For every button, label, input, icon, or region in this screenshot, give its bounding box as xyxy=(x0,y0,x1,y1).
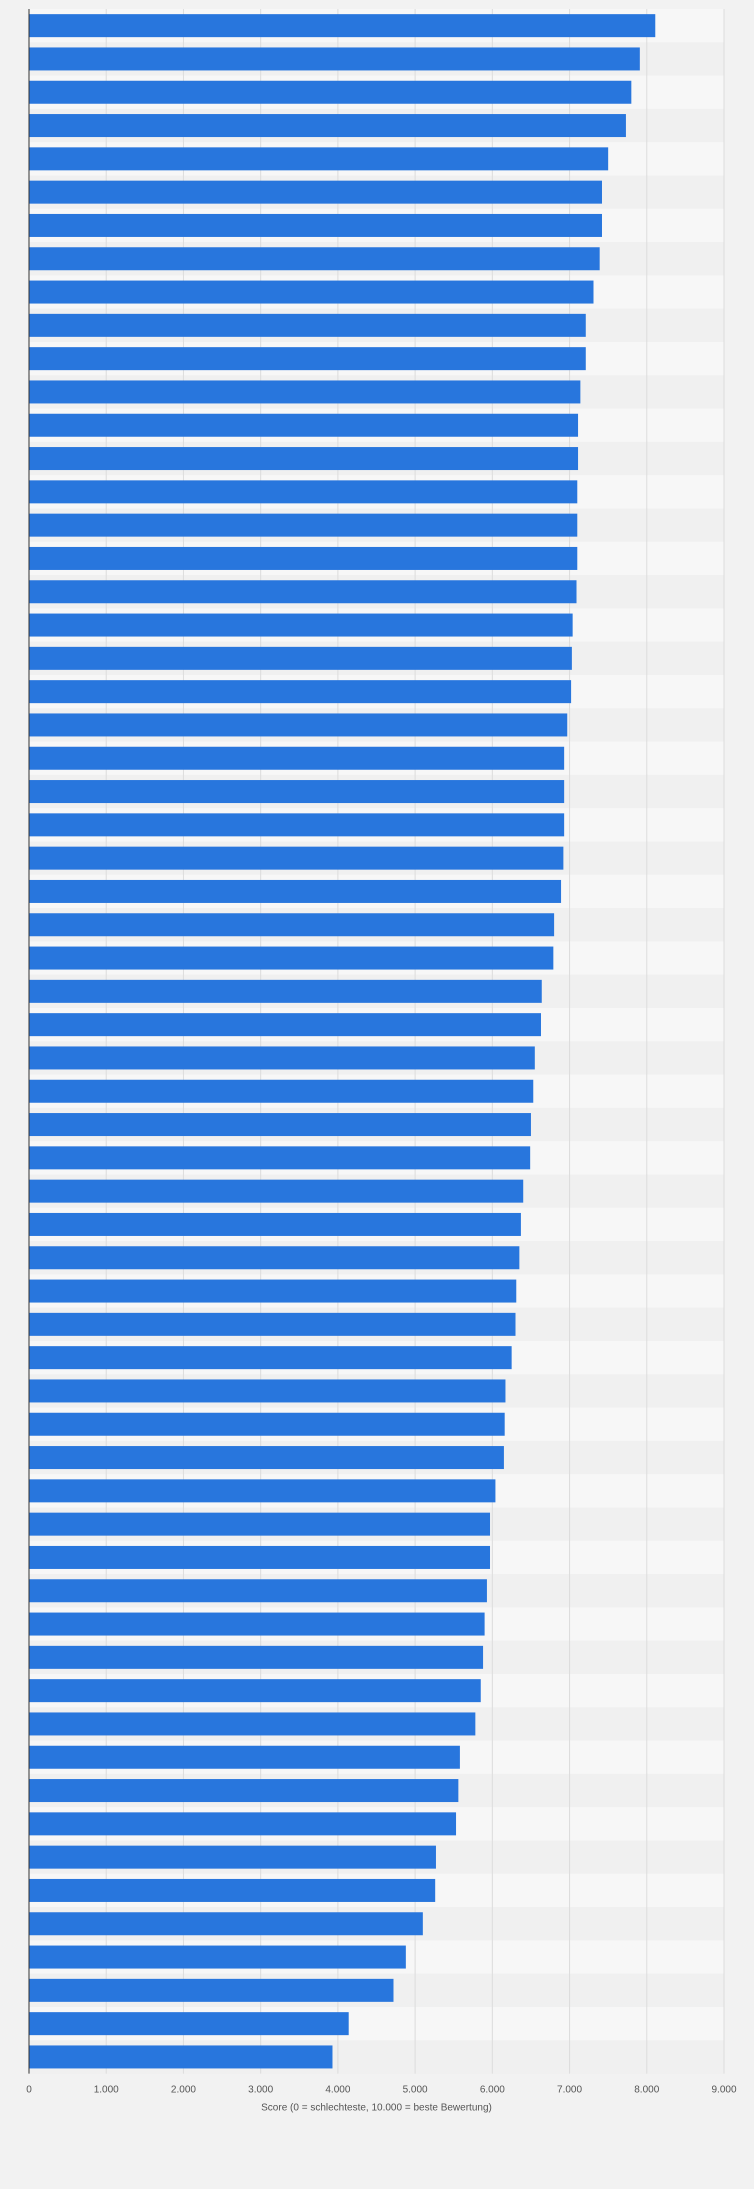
x-tick-label: 8.000 xyxy=(634,2085,659,2096)
bar[interactable] xyxy=(29,47,640,71)
bars xyxy=(29,14,656,2069)
bar[interactable] xyxy=(29,480,578,504)
bar[interactable] xyxy=(29,1745,460,1769)
bar[interactable] xyxy=(29,1412,505,1436)
bar[interactable] xyxy=(29,1379,506,1403)
bar[interactable] xyxy=(29,2012,349,2036)
bar[interactable] xyxy=(29,1512,491,1536)
bar[interactable] xyxy=(29,1279,517,1303)
bar[interactable] xyxy=(29,879,562,903)
bar[interactable] xyxy=(29,580,577,604)
bar[interactable] xyxy=(29,347,586,371)
bar[interactable] xyxy=(29,80,632,104)
x-axis-title: Score (0 = schlechteste, 10.000 = beste … xyxy=(261,2103,492,2114)
bar[interactable] xyxy=(29,213,602,237)
bar[interactable] xyxy=(29,1712,476,1736)
bar[interactable] xyxy=(29,1545,491,1569)
bar[interactable] xyxy=(29,1679,481,1703)
bar[interactable] xyxy=(29,1079,534,1103)
bar[interactable] xyxy=(29,1246,520,1270)
bar[interactable] xyxy=(29,1579,487,1603)
x-tick-label: 1.000 xyxy=(94,2085,119,2096)
bar[interactable] xyxy=(29,1179,524,1203)
bar[interactable] xyxy=(29,746,565,770)
bar[interactable] xyxy=(29,846,564,870)
bar[interactable] xyxy=(29,1878,436,1902)
bar[interactable] xyxy=(29,114,626,138)
bar[interactable] xyxy=(29,180,602,204)
bar[interactable] xyxy=(29,1479,496,1503)
x-tick-label: 2.000 xyxy=(171,2085,196,2096)
bar[interactable] xyxy=(29,1013,541,1037)
bar[interactable] xyxy=(29,380,581,404)
bar[interactable] xyxy=(29,513,578,537)
x-tick-label: 5.000 xyxy=(403,2085,428,2096)
bar[interactable] xyxy=(29,946,554,970)
bar[interactable] xyxy=(29,1978,394,2002)
bar[interactable] xyxy=(29,1113,531,1137)
bar[interactable] xyxy=(29,147,609,171)
x-tick-label: 6.000 xyxy=(480,2085,505,2096)
x-tick-label: 0 xyxy=(26,2085,32,2096)
bar[interactable] xyxy=(29,2045,333,2069)
bar[interactable] xyxy=(29,613,573,637)
bar[interactable] xyxy=(29,546,578,570)
x-tick-labels: 0 1.000 2.000 3.000 4.000 5.000 6.000 7.000 8.00… xyxy=(26,2085,737,2096)
bar[interactable] xyxy=(29,979,542,1003)
bar[interactable] xyxy=(29,1945,406,1969)
bar[interactable] xyxy=(29,413,579,437)
bar[interactable] xyxy=(29,280,594,304)
bar[interactable] xyxy=(29,1812,457,1836)
bar[interactable] xyxy=(29,1612,485,1636)
bar[interactable] xyxy=(29,247,600,271)
bar[interactable] xyxy=(29,1912,423,1936)
bar[interactable] xyxy=(29,1645,484,1669)
bar[interactable] xyxy=(29,913,555,937)
x-tick-label: 3.000 xyxy=(248,2085,273,2096)
bar[interactable] xyxy=(29,1779,459,1803)
bar[interactable] xyxy=(29,14,656,38)
bar[interactable] xyxy=(29,1346,512,1370)
bar[interactable] xyxy=(29,1212,521,1236)
x-tick-label: 4.000 xyxy=(325,2085,350,2096)
bar[interactable] xyxy=(29,1312,516,1336)
x-tick-label: 7.000 xyxy=(557,2085,582,2096)
bar[interactable] xyxy=(29,780,565,804)
bar[interactable] xyxy=(29,680,572,704)
bar[interactable] xyxy=(29,1146,531,1170)
bar[interactable] xyxy=(29,1046,535,1070)
bar[interactable] xyxy=(29,313,586,337)
x-tick-label: 9.000 xyxy=(711,2085,736,2096)
bar[interactable] xyxy=(29,447,579,471)
bar[interactable] xyxy=(29,1446,504,1470)
bar[interactable] xyxy=(29,813,565,837)
bar[interactable] xyxy=(29,646,572,670)
bar[interactable] xyxy=(29,1845,436,1869)
bar[interactable] xyxy=(29,713,568,737)
